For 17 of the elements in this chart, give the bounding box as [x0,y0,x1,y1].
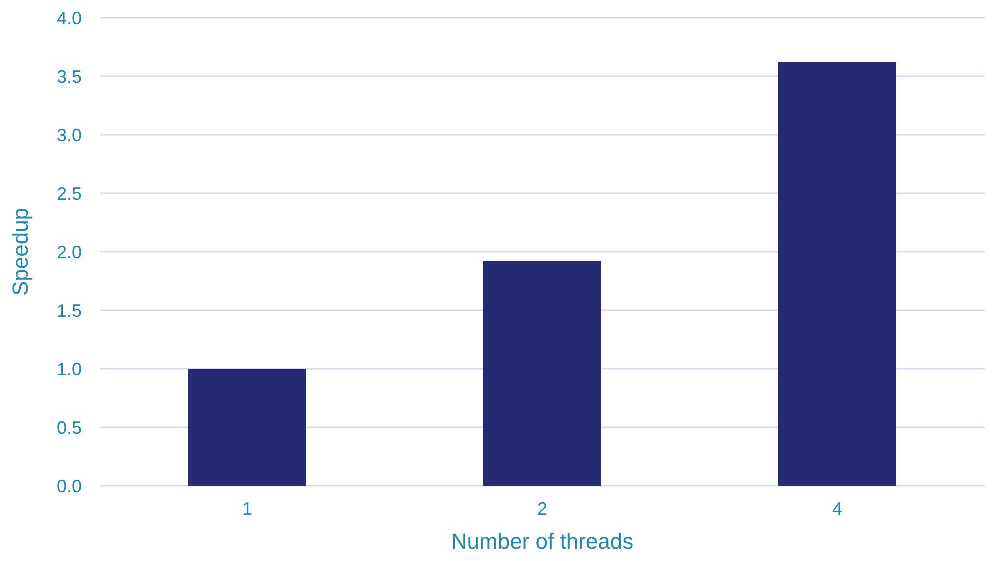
y-tick-label: 4.0 [56,8,82,28]
bar [778,62,896,486]
y-tick-label: 0.5 [56,418,82,438]
y-tick-label: 3.0 [56,125,82,146]
bar [188,369,306,486]
y-axis-title: Speedup [8,208,33,296]
y-tick-label: 2.5 [56,184,82,204]
x-tick-label: 2 [537,498,548,519]
x-tick-label: 1 [242,498,253,519]
x-axis-title: Number of threads [451,529,634,554]
y-tick-label: 0.0 [56,476,82,496]
y-tick-label: 3.5 [56,66,82,87]
bar [484,261,602,486]
x-tick-label: 4 [832,498,843,519]
y-tick-label: 1.5 [56,300,82,321]
y-tick-label: 1.0 [56,359,82,380]
y-tick-label: 2.0 [56,242,82,262]
